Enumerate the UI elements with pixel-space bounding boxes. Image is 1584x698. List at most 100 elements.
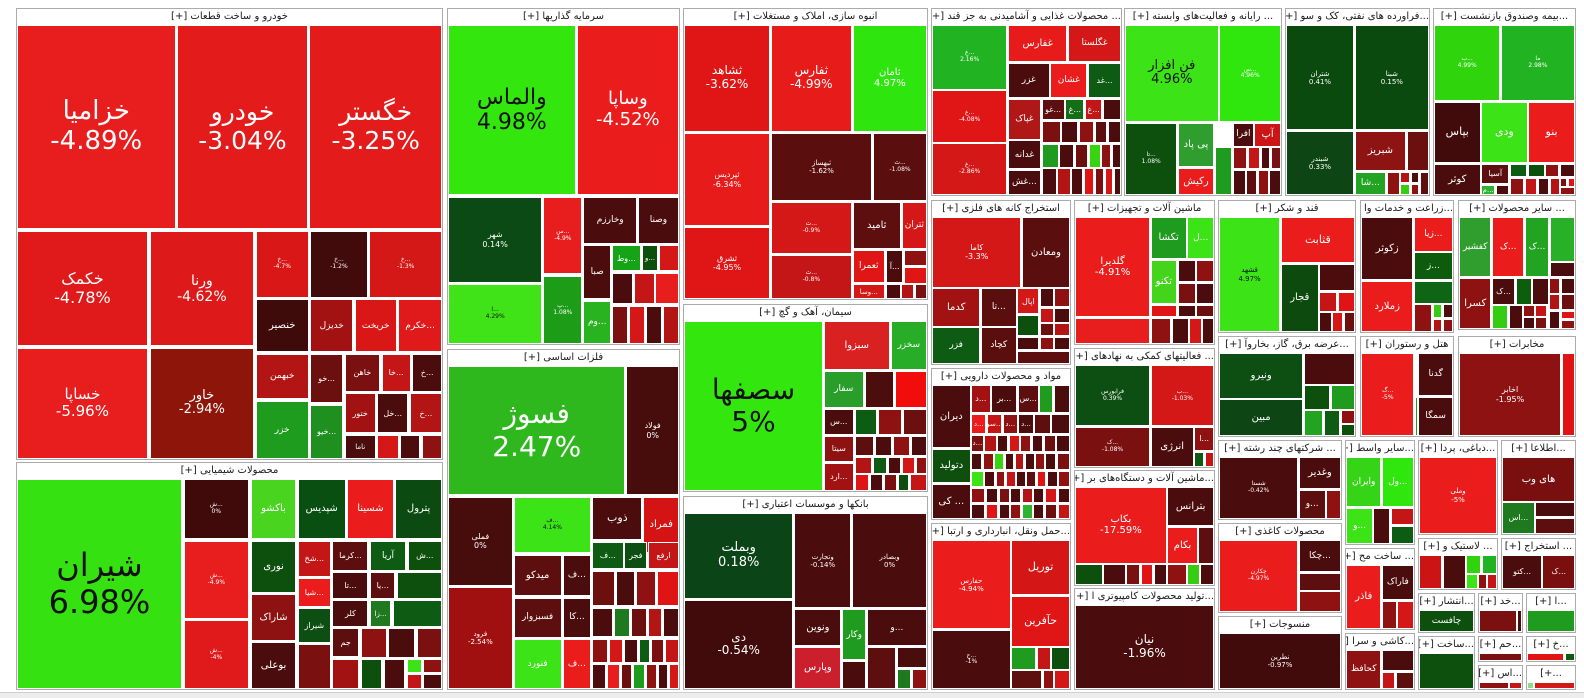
treemap-tile[interactable]: ونیرو xyxy=(1219,353,1304,399)
treemap-tile[interactable] xyxy=(1041,168,1057,195)
treemap-tile[interactable]: سفار xyxy=(823,371,864,408)
treemap-tile[interactable] xyxy=(1008,434,1020,452)
treemap-tile[interactable] xyxy=(1051,647,1070,670)
treemap-tile[interactable] xyxy=(1400,183,1411,195)
treemap-tile[interactable] xyxy=(1410,183,1420,195)
treemap-tile[interactable] xyxy=(1509,682,1522,689)
treemap-tile[interactable]: ...غ xyxy=(1065,99,1085,121)
treemap-tile[interactable] xyxy=(995,470,1006,487)
treemap-tile[interactable]: ...ش -4.9% xyxy=(183,540,250,620)
treemap-tile[interactable]: رکیش xyxy=(1178,167,1214,195)
treemap-tile[interactable] xyxy=(1126,564,1141,585)
treemap-tile[interactable] xyxy=(1057,452,1070,471)
treemap-tile[interactable]: ثعمرا xyxy=(852,249,885,284)
treemap-tile[interactable] xyxy=(984,470,996,487)
treemap-tile[interactable]: ومعادن xyxy=(1021,217,1070,288)
treemap-tile[interactable] xyxy=(1560,310,1575,320)
treemap-tile[interactable] xyxy=(406,658,422,674)
sector-header[interactable]: ...ماشین آلات و دستگاه‌های بر [+] xyxy=(1075,473,1214,484)
treemap-tile[interactable] xyxy=(1466,573,1479,589)
treemap-tile[interactable] xyxy=(630,607,648,638)
treemap-tile[interactable] xyxy=(629,305,646,344)
treemap-tile[interactable] xyxy=(1053,385,1070,414)
treemap-tile[interactable]: افرا xyxy=(1233,122,1254,147)
sector-header[interactable]: استخراج کانه های فلزی [+] xyxy=(942,203,1060,214)
treemap-tile[interactable]: ...س xyxy=(1017,385,1039,414)
treemap-tile[interactable]: ...د xyxy=(1002,413,1018,434)
treemap-tile[interactable]: ثامان 4.97% xyxy=(852,25,927,132)
treemap-tile[interactable] xyxy=(1381,650,1414,672)
sector-header[interactable]: خودرو و ساخت قطعات [+] xyxy=(171,11,288,22)
treemap-tile[interactable]: ثبهساز -1.62% xyxy=(770,132,873,201)
treemap-tile[interactable] xyxy=(1524,178,1538,195)
treemap-tile[interactable] xyxy=(902,456,915,474)
treemap-tile[interactable]: انرژی xyxy=(1150,426,1194,467)
treemap-tile[interactable]: قثابت xyxy=(1280,217,1355,263)
treemap-tile[interactable] xyxy=(1560,294,1575,310)
treemap-tile[interactable]: ...ز xyxy=(1413,252,1453,281)
treemap-tile[interactable]: ثتران xyxy=(901,201,927,249)
treemap-tile[interactable]: سمگا xyxy=(1418,396,1453,436)
treemap-tile[interactable]: آریا xyxy=(370,540,406,572)
treemap-tile[interactable]: ناما xyxy=(344,435,376,459)
treemap-tile[interactable] xyxy=(1044,503,1058,519)
treemap-tile[interactable] xyxy=(1413,280,1453,304)
treemap-tile[interactable]: ...خ xyxy=(409,393,442,434)
treemap-tile[interactable]: ...آ xyxy=(885,249,904,284)
treemap-tile[interactable]: بوعلی xyxy=(250,641,297,689)
treemap-tile[interactable] xyxy=(896,668,912,689)
treemap-tile[interactable]: شهر 0.14% xyxy=(448,196,543,283)
treemap-tile[interactable] xyxy=(657,570,679,607)
treemap-tile[interactable] xyxy=(1527,682,1535,689)
treemap-tile[interactable]: فنورد xyxy=(513,638,562,689)
treemap-tile[interactable] xyxy=(1104,168,1114,195)
treemap-tile[interactable] xyxy=(1153,564,1167,585)
treemap-tile[interactable]: ...غ -2.86% xyxy=(932,143,1008,195)
treemap-tile[interactable]: کحافظ xyxy=(1346,650,1382,689)
treemap-tile[interactable]: ...ک xyxy=(1524,217,1550,278)
treemap-tile[interactable]: ...شخ xyxy=(297,540,331,578)
sector-header[interactable]: ...تولید محصولات کامپیوتری ا [+] xyxy=(1075,591,1214,602)
treemap-tile[interactable]: ...تا xyxy=(332,572,369,599)
treemap-tile[interactable] xyxy=(612,272,633,305)
treemap-tile[interactable] xyxy=(1535,502,1575,518)
treemap-tile[interactable] xyxy=(421,435,442,459)
treemap-tile[interactable] xyxy=(1419,555,1443,589)
treemap-tile[interactable] xyxy=(1114,168,1121,195)
sector-header[interactable]: ...ساخت [+] xyxy=(1419,639,1474,650)
treemap-tile[interactable]: شبریز xyxy=(1354,131,1407,172)
sector-header[interactable]: ...انتشار [+] xyxy=(1419,596,1474,607)
treemap-tile[interactable] xyxy=(657,664,669,689)
treemap-tile[interactable] xyxy=(915,284,927,299)
treemap-tile[interactable] xyxy=(423,674,442,689)
treemap-tile[interactable]: ...ب 4.99% xyxy=(1434,25,1501,101)
treemap-tile[interactable]: ...چکا xyxy=(1298,540,1341,573)
treemap-tile[interactable]: ...د xyxy=(1018,413,1034,434)
treemap-tile[interactable] xyxy=(1041,143,1059,168)
treemap-tile[interactable] xyxy=(1039,337,1054,351)
treemap-tile[interactable] xyxy=(1479,610,1517,632)
treemap-tile[interactable]: غگلستا xyxy=(1068,25,1121,62)
treemap-tile[interactable] xyxy=(638,638,651,664)
treemap-tile[interactable]: ...ح -1% xyxy=(932,629,1011,689)
treemap-tile[interactable] xyxy=(1107,120,1121,143)
sector-header[interactable]: ... سایر محصولات [+] xyxy=(1469,203,1565,214)
treemap-tile[interactable]: ...ث -0.9% xyxy=(770,201,852,255)
treemap-tile[interactable] xyxy=(1031,434,1043,452)
treemap-tile[interactable] xyxy=(1478,573,1487,589)
sector-header[interactable]: ...اطلاعا [+] xyxy=(1511,443,1566,454)
treemap-tile[interactable]: سخزر xyxy=(890,321,927,371)
treemap-tile[interactable]: سصفها 5% xyxy=(684,321,823,491)
treemap-tile[interactable] xyxy=(423,658,442,674)
treemap-tile[interactable] xyxy=(1033,487,1045,503)
treemap-tile[interactable] xyxy=(1442,304,1453,319)
treemap-tile[interactable]: ...غ 2.16% xyxy=(932,25,1008,90)
treemap-tile[interactable] xyxy=(1083,168,1094,195)
treemap-tile[interactable]: صبا xyxy=(583,245,612,300)
sector-header[interactable]: ...+] xyxy=(1540,668,1562,679)
treemap-tile[interactable] xyxy=(613,607,630,638)
treemap-tile[interactable] xyxy=(896,646,927,669)
treemap-tile[interactable] xyxy=(662,607,679,638)
treemap-tile[interactable] xyxy=(1057,487,1070,503)
treemap-tile[interactable] xyxy=(1033,503,1045,519)
